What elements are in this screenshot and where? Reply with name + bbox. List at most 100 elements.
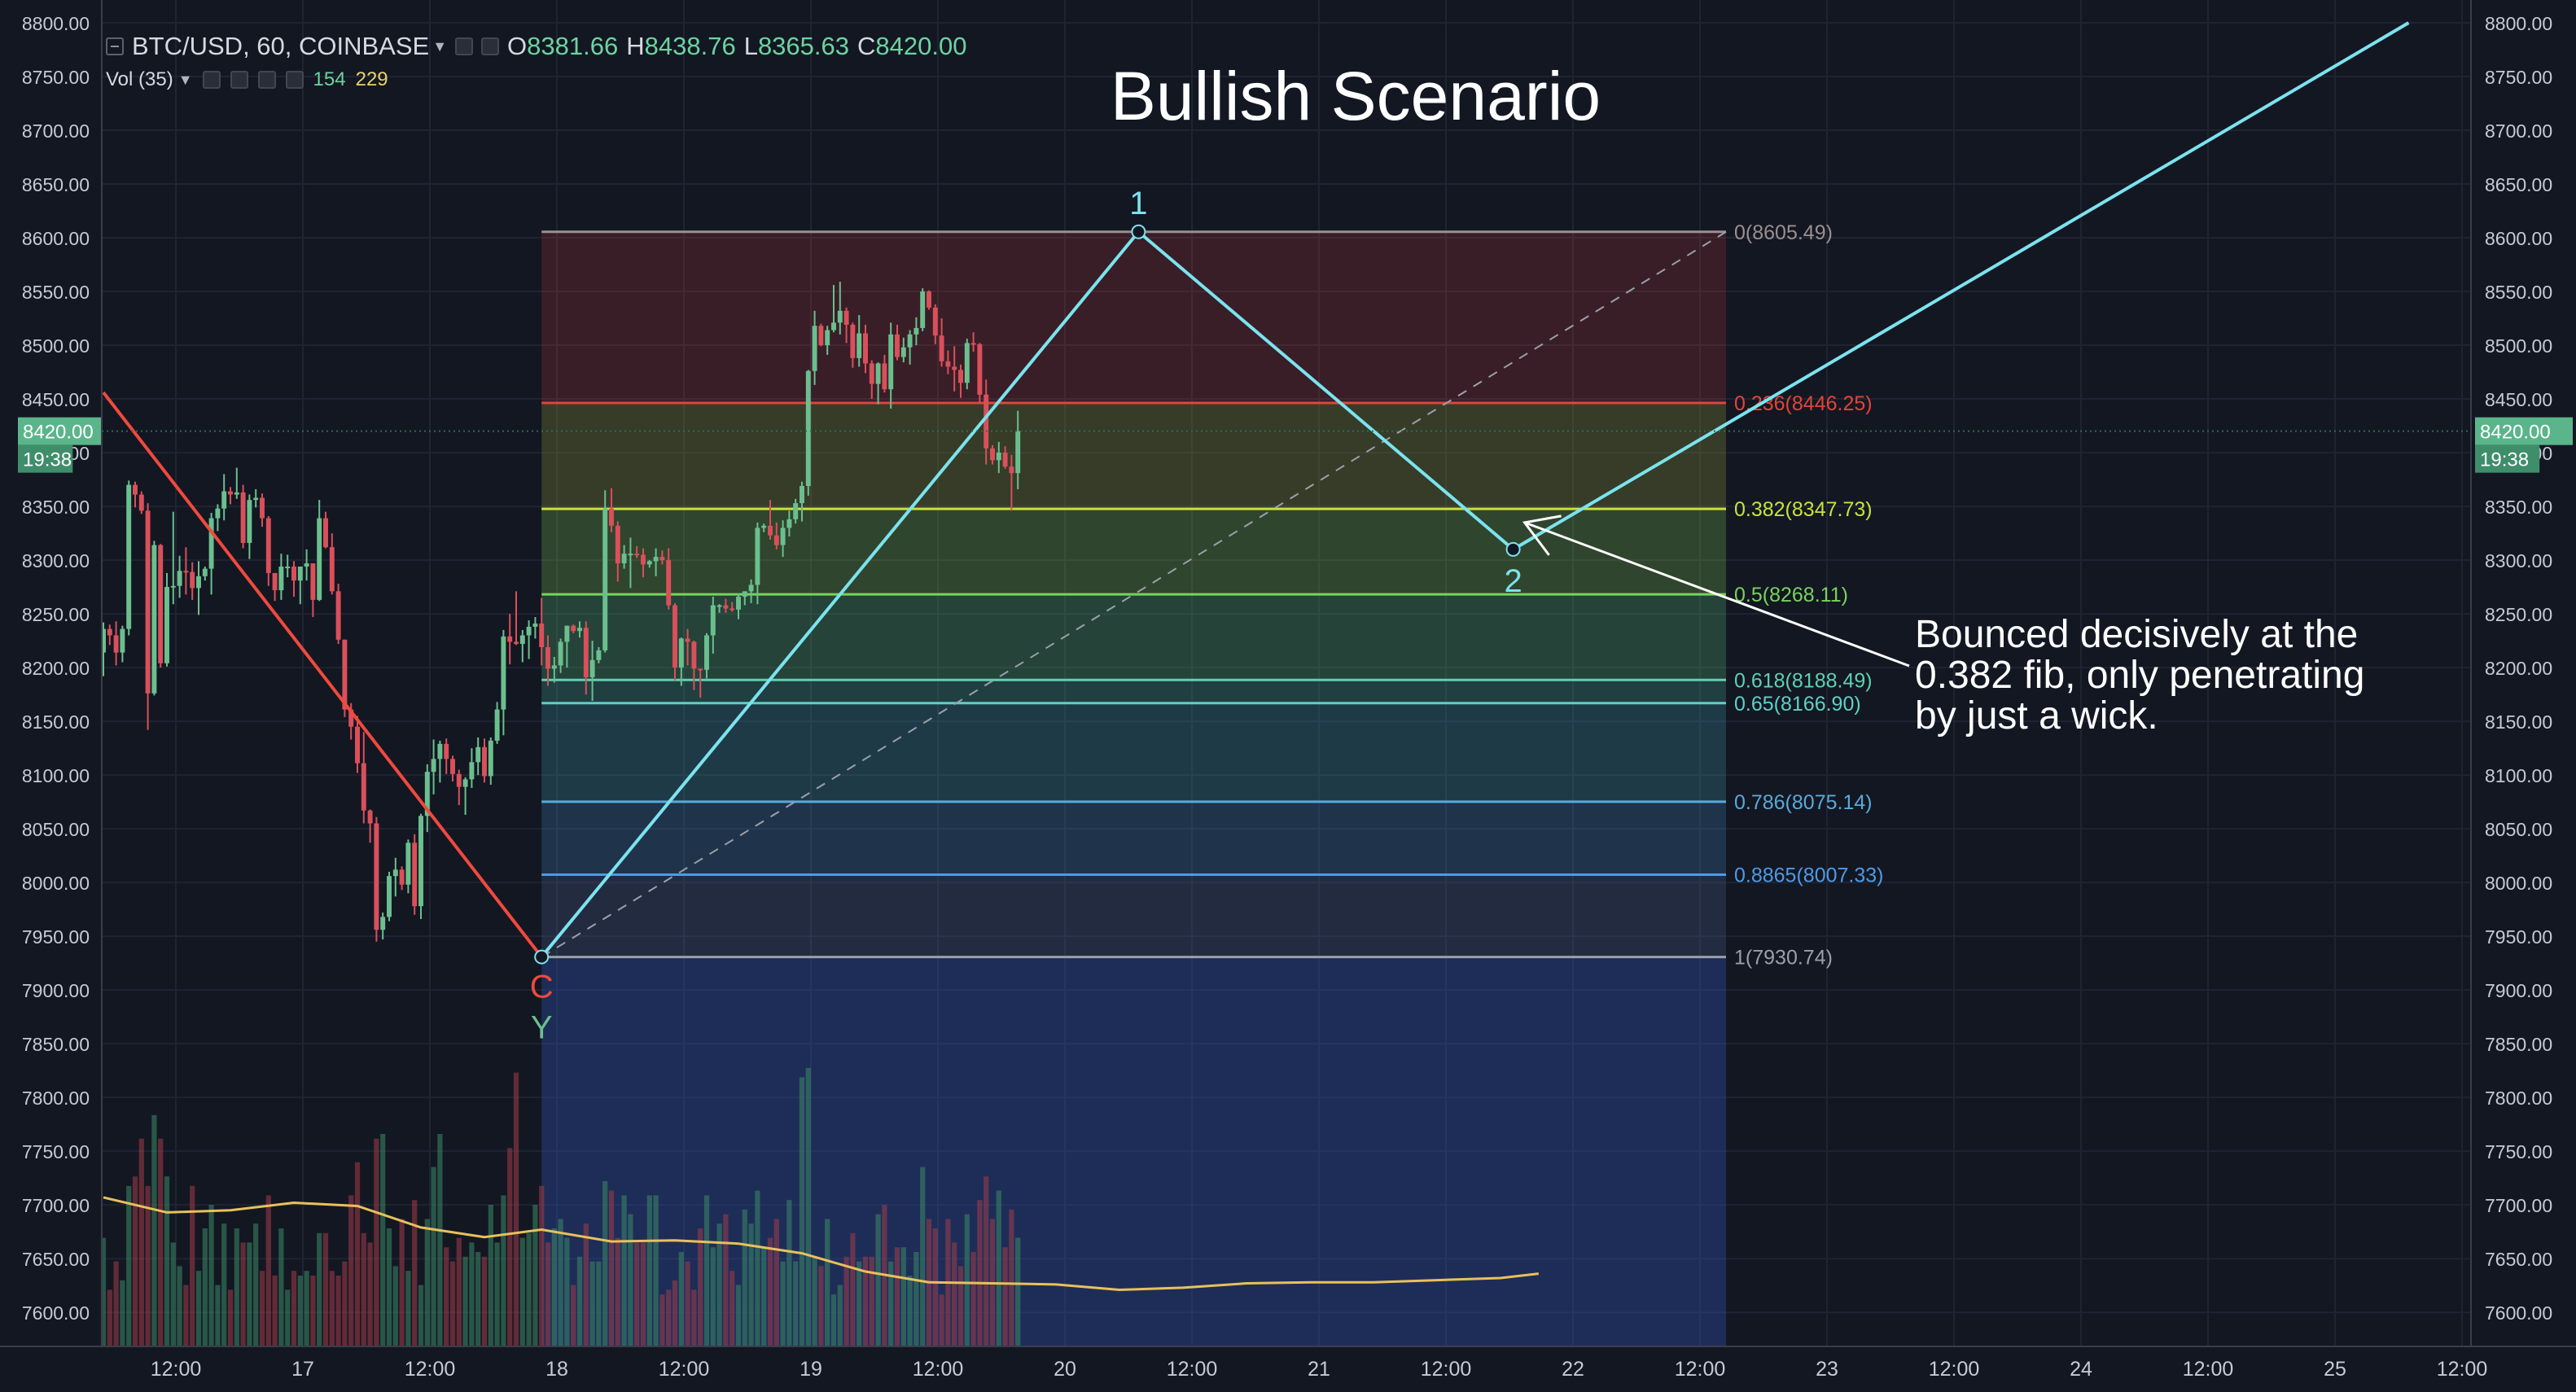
candle-body: [514, 641, 519, 645]
volume-bar: [666, 1289, 672, 1346]
volume-bar: [748, 1223, 754, 1346]
fib-level-label: 1(7930.74): [1734, 947, 1833, 970]
candle-body: [964, 343, 970, 383]
close-icon[interactable]: [285, 71, 304, 89]
candle-body: [444, 743, 449, 759]
wave-point-marker: [1505, 541, 1521, 557]
chevron-down-icon[interactable]: ▼: [432, 37, 448, 55]
volume-bar: [488, 1205, 493, 1346]
volume-bar: [202, 1228, 208, 1346]
candle-body: [698, 668, 703, 671]
candle-body: [837, 310, 843, 323]
candle-body: [913, 327, 919, 335]
candle-body: [939, 335, 944, 361]
volume-bar: [158, 1138, 164, 1346]
candle-body: [221, 491, 227, 509]
settings-icon[interactable]: [455, 37, 474, 55]
volume-bar: [729, 1271, 735, 1346]
annotation-text: Bounced decisively at the 0.382 fib, onl…: [1915, 613, 2365, 738]
y-tick-label-right: 8150.00: [2485, 711, 2552, 733]
volume-bar: [773, 1219, 779, 1346]
volume-bar: [221, 1223, 227, 1346]
annotation-arrow-head: [1522, 514, 1562, 556]
volume-bar: [259, 1271, 265, 1346]
fib-zone: [541, 509, 1727, 595]
candle-body: [437, 743, 443, 759]
countdown-badge: [2475, 444, 2540, 473]
volume-ma-polyline: [103, 1196, 1539, 1291]
candle-body: [628, 554, 633, 556]
y-tick-label-right: 8600.00: [2485, 228, 2552, 249]
volume-bar: [322, 1232, 329, 1346]
y-tick-label-right: 8200.00: [2485, 658, 2552, 679]
symbol-name[interactable]: BTC/USD, 60, COINBASE: [132, 32, 430, 60]
y-tick-label-left: 7650.00: [22, 1249, 90, 1270]
candle-body: [526, 626, 532, 636]
candle-body: [748, 584, 754, 592]
volume-bar: [691, 1289, 697, 1346]
volume-bar: [297, 1276, 303, 1346]
candle-body: [602, 508, 608, 650]
candle-body: [113, 635, 119, 653]
volume-bar: [767, 1237, 773, 1346]
volume-bar: [799, 1077, 805, 1346]
candle-body: [228, 491, 233, 495]
volume-bar: [659, 1294, 665, 1346]
chevron-down-icon[interactable]: ▼: [177, 71, 193, 88]
volume-bar: [329, 1271, 335, 1346]
ohlc-value-c: 8420.00: [875, 32, 967, 60]
volume-bar: [444, 1247, 449, 1346]
candle-body: [1009, 466, 1014, 474]
volume-bar: [399, 1219, 405, 1346]
candle-body: [996, 453, 1001, 461]
volume-bar: [996, 1190, 1001, 1346]
volume-bar: [920, 1167, 926, 1346]
y-tick-label-left: 8550.00: [22, 282, 90, 303]
eye-icon[interactable]: [202, 71, 221, 89]
volume-bar: [589, 1261, 595, 1346]
volume-bar: [615, 1237, 620, 1346]
volume-bar: [558, 1219, 563, 1346]
wave-label-2: 2: [1504, 563, 1522, 599]
volume-bar: [907, 1276, 913, 1346]
volume-bar: [392, 1266, 398, 1346]
candle-body: [793, 503, 799, 519]
gear-icon[interactable]: [230, 71, 248, 89]
volume-bar: [424, 1219, 430, 1346]
plus-icon[interactable]: [257, 71, 276, 89]
y-tick-label-left: 7750.00: [22, 1141, 90, 1162]
candle-body: [742, 591, 747, 597]
volume-bar: [894, 1247, 900, 1346]
candle-body: [462, 779, 468, 787]
volume-bar: [1002, 1247, 1008, 1346]
y-tick-label-left: 8350.00: [22, 497, 90, 518]
candle-body: [278, 567, 284, 591]
x-tick-label: 12:00: [405, 1358, 456, 1381]
y-tick-label-left: 8200.00: [22, 658, 90, 679]
collapse-icon[interactable]: [106, 37, 124, 55]
candle-body: [589, 659, 595, 677]
candle-body: [177, 571, 182, 586]
candle-body: [932, 307, 938, 336]
candle-body: [1015, 431, 1021, 474]
volume-label[interactable]: Vol (35): [106, 68, 173, 90]
candle-body: [875, 363, 881, 384]
volume-bar: [405, 1271, 411, 1346]
candle-body: [927, 291, 931, 308]
volume-bar: [576, 1256, 583, 1346]
candle-body: [564, 625, 570, 642]
candle-body: [374, 823, 379, 930]
x-tick-label: 12:00: [2183, 1358, 2234, 1381]
hide-icon[interactable]: [481, 37, 500, 55]
candle-body: [685, 638, 690, 642]
y-tick-label-left: 8000.00: [22, 873, 90, 894]
volume-bar: [240, 1242, 246, 1346]
y-tick-label-right: 7700.00: [2485, 1195, 2552, 1216]
candle-body: [126, 484, 132, 629]
candle-body: [240, 492, 246, 543]
volume-bar: [856, 1261, 862, 1346]
candle-body: [260, 497, 265, 519]
fib-retracement: 0(8605.49) 0.236(8446.25) 0.382(8347.73) 0.…: [541, 221, 1883, 1346]
candle-body: [900, 347, 906, 357]
